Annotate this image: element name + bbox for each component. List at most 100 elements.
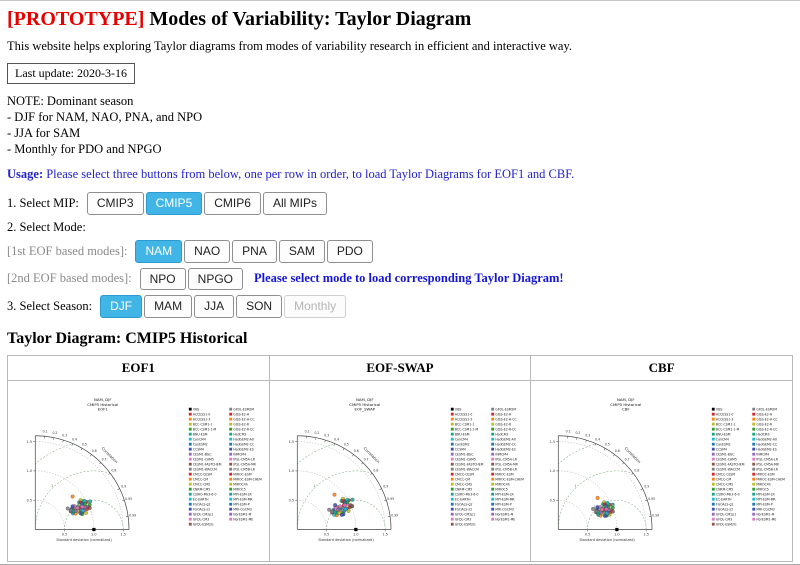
svg-text:HadCM3: HadCM3 <box>233 432 246 436</box>
column-header-eof-swap: EOF-SWAP <box>269 356 531 381</box>
svg-text:Correlation: Correlation <box>624 446 643 465</box>
mode-button-pdo[interactable]: PDO <box>327 240 373 263</box>
svg-text:HadGEM2-CC: HadGEM2-CC <box>757 442 779 446</box>
svg-text:EC-EARTH: EC-EARTH <box>716 497 732 501</box>
svg-text:MPI-ESM-MR: MPI-ESM-MR <box>495 497 515 501</box>
svg-text:INMCM4: INMCM4 <box>233 452 246 456</box>
svg-text:GISS-E2-H: GISS-E2-H <box>757 412 774 416</box>
svg-text:CMCC-CMS: CMCC-CMS <box>193 482 210 486</box>
svg-text:BCC-CSM1-1: BCC-CSM1-1 <box>193 422 213 426</box>
svg-text:GISS-E2-H-CC: GISS-E2-H-CC <box>233 417 255 421</box>
svg-text:0.9: 0.9 <box>383 485 388 489</box>
svg-text:CanESM2: CanESM2 <box>455 442 470 446</box>
svg-text:EC-EARTH: EC-EARTH <box>193 497 209 501</box>
svg-text:MIROC-ESM: MIROC-ESM <box>233 472 252 476</box>
svg-text:IPSL-CM5A-LR: IPSL-CM5A-LR <box>757 457 779 461</box>
svg-text:0.3: 0.3 <box>62 434 67 438</box>
mode-row-label: 2. Select Mode: <box>7 220 86 235</box>
svg-text:IPSL-CM5B-LR: IPSL-CM5B-LR <box>495 467 517 471</box>
svg-text:0.5: 0.5 <box>82 443 87 447</box>
svg-text:GFDL-CM2p1: GFDL-CM2p1 <box>455 512 475 516</box>
svg-text:0.5: 0.5 <box>27 499 32 503</box>
svg-text:NorESM1-M: NorESM1-M <box>495 512 513 516</box>
svg-text:0.4: 0.4 <box>72 438 77 442</box>
svg-text:0.7: 0.7 <box>625 457 630 461</box>
svg-text:MPI-ESM-P: MPI-ESM-P <box>495 502 511 506</box>
svg-text:MIROC-ESM-CHEM: MIROC-ESM-CHEM <box>757 477 786 481</box>
svg-text:Standard deviation (normalized: Standard deviation (normalized) <box>56 538 112 542</box>
mode-button-pna[interactable]: PNA <box>232 240 277 263</box>
svg-text:CMCC-CMS: CMCC-CMS <box>455 482 472 486</box>
svg-text:CanCM4: CanCM4 <box>716 437 729 441</box>
mip-button-cmip5[interactable]: CMIP5 <box>146 192 203 215</box>
svg-text:MIROC4h: MIROC4h <box>495 482 509 486</box>
mode-row-label-row: 2. Select Mode: <box>7 220 793 235</box>
svg-text:NorESM1-ME: NorESM1-ME <box>757 517 777 521</box>
svg-text:CESM1-BGC: CESM1-BGC <box>716 452 735 456</box>
svg-text:FGOALS-g2: FGOALS-g2 <box>193 502 211 506</box>
svg-text:OBS: OBS <box>716 407 723 411</box>
svg-text:CESM1-BGC: CESM1-BGC <box>193 452 212 456</box>
svg-text:CESM1-WACCM: CESM1-WACCM <box>716 467 740 471</box>
svg-text:1.0: 1.0 <box>91 533 96 537</box>
mode-button-sam[interactable]: SAM <box>279 240 325 263</box>
svg-text:BCC-CSM1-1: BCC-CSM1-1 <box>455 422 475 426</box>
svg-text:CNRM-CM5: CNRM-CM5 <box>455 487 472 491</box>
svg-text:INMCM4: INMCM4 <box>495 452 508 456</box>
svg-text:0.6: 0.6 <box>615 449 620 453</box>
mode-button-npo[interactable]: NPO <box>140 268 186 291</box>
svg-text:CESM1-CAM5: CESM1-CAM5 <box>193 457 214 461</box>
svg-text:GISS-E2-R: GISS-E2-R <box>233 422 250 426</box>
svg-text:BNU-ESM: BNU-ESM <box>455 432 470 436</box>
svg-text:1.0: 1.0 <box>550 469 555 473</box>
note-block: NOTE: Dominant season - DJF for NAM, NAO… <box>7 93 793 157</box>
mip-button-cmip3[interactable]: CMIP3 <box>87 192 144 215</box>
taylor-diagram-eof-swap[interactable]: 0.50.51.01.01.51.50.510.10.20.30.40.50.6… <box>271 384 530 558</box>
svg-text:IPSL-CM5A-LR: IPSL-CM5A-LR <box>495 457 517 461</box>
svg-text:CESM1-BGC: CESM1-BGC <box>455 452 474 456</box>
svg-text:GFDL-CM3: GFDL-CM3 <box>193 517 209 521</box>
svg-text:HadGEM2-ES: HadGEM2-ES <box>495 447 515 451</box>
season-button-mam[interactable]: MAM <box>144 295 192 318</box>
svg-text:0.99: 0.99 <box>129 514 136 518</box>
svg-text:HadCM3: HadCM3 <box>495 432 508 436</box>
mip-button-all-mips[interactable]: All MIPs <box>263 192 327 215</box>
svg-text:0.2: 0.2 <box>314 431 319 435</box>
mode-button-nam[interactable]: NAM <box>135 240 182 263</box>
mip-button-cmip6[interactable]: CMIP6 <box>204 192 261 215</box>
svg-text:GFDL-CM3: GFDL-CM3 <box>716 517 732 521</box>
svg-text:0.95: 0.95 <box>649 497 656 501</box>
mode-button-npgo[interactable]: NPGO <box>188 268 243 291</box>
svg-text:FGOALS-s2: FGOALS-s2 <box>716 507 733 511</box>
svg-text:0.9: 0.9 <box>645 485 650 489</box>
svg-text:CMCC-CESM: CMCC-CESM <box>193 472 213 476</box>
svg-text:GFDL-CM2p1: GFDL-CM2p1 <box>193 512 213 516</box>
svg-text:0.95: 0.95 <box>125 497 132 501</box>
svg-text:0.8: 0.8 <box>635 469 640 473</box>
cell-cbf: 0.50.51.01.01.51.50.510.10.20.30.40.50.6… <box>531 381 793 562</box>
svg-text:HadGEM2-ES: HadGEM2-ES <box>233 447 253 451</box>
mode-button-nao[interactable]: NAO <box>184 240 230 263</box>
svg-text:0.99: 0.99 <box>652 514 659 518</box>
svg-text:FGOALS-g2: FGOALS-g2 <box>455 502 473 506</box>
svg-text:CMCC-CM: CMCC-CM <box>716 477 732 481</box>
svg-text:CCSM4: CCSM4 <box>455 447 466 451</box>
svg-text:1.5: 1.5 <box>120 533 125 537</box>
svg-text:CNRM-CM5: CNRM-CM5 <box>193 487 210 491</box>
svg-text:IPSL-CM5B-LR: IPSL-CM5B-LR <box>757 467 779 471</box>
mode-row2-label: [2nd EOF based modes]: <box>7 271 132 286</box>
taylor-diagram-eof1[interactable]: 0.50.51.01.01.51.50.510.10.20.30.40.50.6… <box>9 384 268 558</box>
taylor-diagram-cbf[interactable]: 0.50.51.01.01.51.50.510.10.20.30.40.50.6… <box>532 384 791 558</box>
season-button-son[interactable]: SON <box>236 295 282 318</box>
season-button-jja[interactable]: JJA <box>194 295 234 318</box>
season-button-djf[interactable]: DJF <box>100 295 142 318</box>
svg-text:ACCESS1-3: ACCESS1-3 <box>193 417 211 421</box>
svg-text:ACCESS1-0: ACCESS1-0 <box>193 412 211 416</box>
svg-text:GISS-E2-H: GISS-E2-H <box>233 412 250 416</box>
note-line-2: - DJF for NAM, NAO, PNA, and NPO <box>7 109 793 125</box>
season-button-monthly[interactable]: Monthly <box>284 295 346 318</box>
svg-text:1.5: 1.5 <box>27 440 32 444</box>
svg-text:NorESM1-M: NorESM1-M <box>757 512 775 516</box>
svg-text:CMCC-CESM: CMCC-CESM <box>455 472 475 476</box>
